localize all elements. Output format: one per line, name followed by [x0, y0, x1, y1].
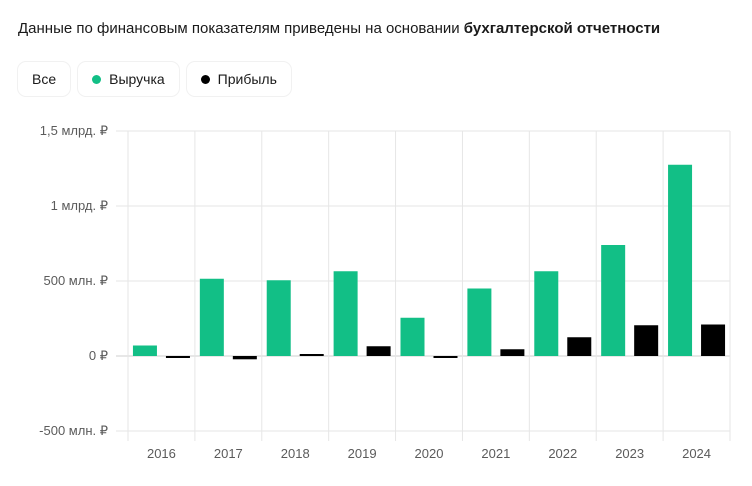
filter-revenue-button[interactable]: Выручка	[78, 62, 179, 96]
filter-all-label: Все	[32, 71, 57, 87]
filter-profit-button[interactable]: Прибыль	[186, 62, 291, 96]
x-tick-label: 2019	[348, 446, 377, 461]
title-bold-text: бухгалтерской отчетности	[463, 20, 661, 37]
profit-bar-2023[interactable]	[634, 325, 659, 356]
page-title: Данные по финансовым показателям приведе…	[18, 20, 660, 37]
y-tick-label: 1 млрд. ₽	[51, 198, 108, 213]
y-axis-ticks: 1,5 млрд. ₽ 1 млрд. ₽ 500 млн. ₽ 0 ₽ -500 мл…	[39, 123, 108, 438]
title-plain-text: Данные по финансовым показателям приведе…	[18, 20, 464, 37]
y-tick-label: -500 млн. ₽	[39, 423, 108, 438]
revenue-bar-2017[interactable]	[199, 278, 224, 356]
bars-layer	[132, 164, 726, 360]
revenue-bar-2022[interactable]	[534, 271, 559, 356]
x-tick-label: 2018	[281, 446, 310, 461]
revenue-bar-2023[interactable]	[601, 245, 626, 356]
profit-bar-2020[interactable]	[433, 356, 458, 358]
revenue-bar-2021[interactable]	[467, 288, 492, 357]
y-tick-label: 1,5 млрд. ₽	[40, 123, 108, 138]
profit-bar-2022[interactable]	[567, 337, 592, 356]
chart-filter-bar: Все Выручка Прибыль	[18, 62, 291, 96]
y-tick-label: 500 млн. ₽	[44, 273, 109, 288]
revenue-bar-2020[interactable]	[400, 317, 425, 356]
x-tick-label: 2022	[548, 446, 577, 461]
y-tick-label: 0 ₽	[89, 348, 108, 363]
filter-profit-label: Прибыль	[217, 71, 277, 87]
profit-bar-2017[interactable]	[232, 356, 257, 360]
x-tick-label: 2017	[214, 446, 243, 461]
profit-legend-dot-icon	[200, 74, 210, 84]
profit-bar-2024[interactable]	[701, 324, 726, 357]
profit-bar-2019[interactable]	[366, 346, 391, 356]
profit-bar-2018[interactable]	[299, 354, 324, 356]
x-tick-label: 2023	[615, 446, 644, 461]
revenue-legend-dot-icon	[92, 74, 102, 84]
x-tick-label: 2021	[481, 446, 510, 461]
revenue-bar-2018[interactable]	[266, 280, 291, 356]
x-tick-label: 2016	[147, 446, 176, 461]
revenue-bar-2016[interactable]	[132, 345, 157, 357]
revenue-bar-2024[interactable]	[668, 164, 693, 356]
revenue-bar-2019[interactable]	[333, 271, 358, 356]
x-tick-label: 2020	[415, 446, 444, 461]
x-tick-label: 2024	[682, 446, 711, 461]
filter-all-button[interactable]: Все	[18, 62, 71, 96]
profit-bar-2016[interactable]	[165, 356, 190, 358]
x-axis-ticks: 2016 2017 2018 2019 2020 2021 2022 2023 2024	[147, 446, 711, 461]
profit-bar-2021[interactable]	[500, 349, 525, 356]
filter-revenue-label: Выручка	[109, 71, 165, 87]
